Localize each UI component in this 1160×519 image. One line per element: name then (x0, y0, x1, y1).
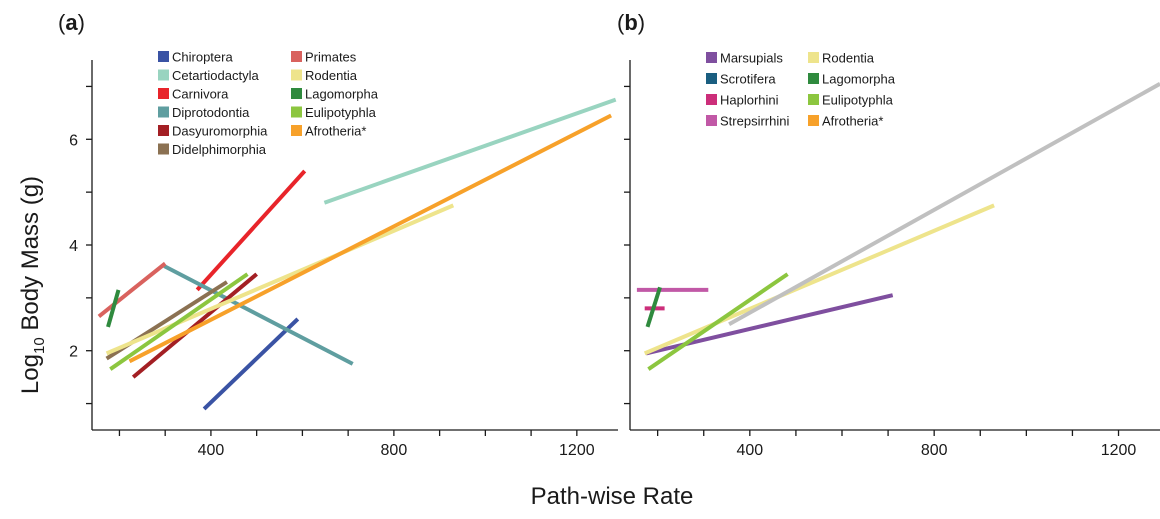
panel-b-legend-swatch-haplorhini (706, 94, 717, 105)
panel-b-legend-swatch-lagomorpha (808, 73, 819, 84)
panel-a-legend-label-dasyuromorphia: Dasyuromorphia (172, 124, 268, 139)
panel-b-legend-swatch-scrotifera (706, 73, 717, 84)
panel-a-legend-swatch-carnivora (158, 88, 169, 99)
panel-a-label: (a) (58, 10, 85, 35)
panel-b-plot-area (636, 82, 1160, 371)
panel-a-y-tick-label: 4 (69, 238, 78, 255)
panel-a-x-tick-label: 1200 (559, 442, 595, 459)
panel-a-y-tick-label: 6 (69, 132, 78, 149)
panel-b-legend-label-rodentia: Rodentia (822, 51, 875, 66)
panel-a-legend-swatch-dasyuromorphia (158, 125, 169, 136)
panel-a-x-tick-label: 400 (198, 442, 225, 459)
panel-b-legend-label-afrotheria: Afrotheria* (822, 114, 883, 129)
panel-b-x-tick-label: 800 (921, 442, 948, 459)
panel-a-legend-label-lagomorpha: Lagomorpha (305, 87, 379, 102)
panel-b-label: (b) (617, 10, 645, 35)
panel-a-legend-swatch-lagomorpha (291, 88, 302, 99)
panel-a-series-line-rodentia (105, 203, 455, 356)
panel-a-legend-label-carnivora: Carnivora (172, 87, 229, 102)
panel-b-legend-swatch-strepsirrhini (706, 115, 717, 126)
panel-b-legend-swatch-afrotheria (808, 115, 819, 126)
y-axis-title: Log10 Body Mass (g) (17, 176, 48, 394)
panel-b-legend-label-strepsirrhini: Strepsirrhini (720, 114, 789, 129)
panel-b-legend-swatch-marsupials (706, 52, 717, 63)
panel-a-legend-swatch-didelphimorphia (158, 143, 169, 155)
panel-a-legend-label-primates: Primates (305, 50, 357, 65)
panel-b-series-line-lagomorpha (645, 286, 662, 328)
panel-a-series-line-afrotheria (128, 113, 613, 364)
panel-a-legend-swatch-afrotheria (291, 125, 302, 136)
panel-a-series-line-diprotodontia (163, 264, 354, 366)
panel-a-series-line-chiroptera (202, 317, 300, 411)
panel-a-legend-label-cetartiodactyla: Cetartiodactyla (172, 68, 259, 83)
panel-a-plot-area (97, 97, 617, 411)
panel-a-legend-label-eulipotyphla: Eulipotyphla (305, 105, 377, 120)
panel-a-series-line-dasyuromorphia (131, 272, 258, 379)
panel-a-legend-label-afrotheria: Afrotheria* (305, 124, 366, 139)
panel-b-series-line-eulipotyphla (647, 272, 789, 371)
panel-b-legend-label-haplorhini: Haplorhini (720, 93, 779, 108)
panel-b-legend-label-eulipotyphla: Eulipotyphla (822, 93, 894, 108)
panel-b-x-tick-label: 400 (736, 442, 763, 459)
panel-b-legend-label-marsupials: Marsupials (720, 51, 783, 66)
panel-a-legend-swatch-diprotodontia (158, 106, 169, 118)
panel-a-legend-swatch-primates (291, 51, 302, 62)
panel-a-series-line-lagomorpha (106, 289, 121, 328)
panel-b-x-tick-label: 1200 (1101, 442, 1137, 459)
panel-a-legend-label-rodentia: Rodentia (305, 68, 358, 83)
panel-b-legend-label-scrotifera: Scrotifera (720, 72, 776, 87)
panel-a-legend-label-diprotodontia: Diprotodontia (172, 105, 250, 120)
panel-b-series-line-rodentia (643, 203, 995, 356)
panel-a-legend-swatch-chiroptera (158, 51, 169, 62)
panel-a-legend-swatch-rodentia (291, 69, 302, 81)
panel-b-legend-swatch-rodentia (808, 52, 819, 63)
panel-a-legend-label-didelphimorphia: Didelphimorphia (172, 142, 267, 157)
panel-a-legend-swatch-eulipotyphla (291, 106, 302, 118)
panel-a-y-tick-label: 2 (69, 344, 78, 361)
panel-a-legend-label-chiroptera: Chiroptera (172, 50, 233, 65)
panel-b-legend-label-lagomorpha: Lagomorpha (822, 72, 896, 87)
panel-a-series-line-eulipotyphla (109, 272, 249, 371)
panel-a-series-line-carnivora (195, 169, 307, 292)
panel-b-series-line-grey (728, 82, 1160, 327)
panel-a-legend-swatch-cetartiodactyla (158, 69, 169, 81)
panel-a-series-line-primates (97, 261, 167, 318)
panel-b-legend-swatch-eulipotyphla (808, 94, 819, 105)
panel-a-series-line-cetartiodactyla (323, 97, 617, 205)
panel-a-x-tick-label: 800 (381, 442, 408, 459)
x-axis-title: Path-wise Rate (531, 483, 694, 510)
